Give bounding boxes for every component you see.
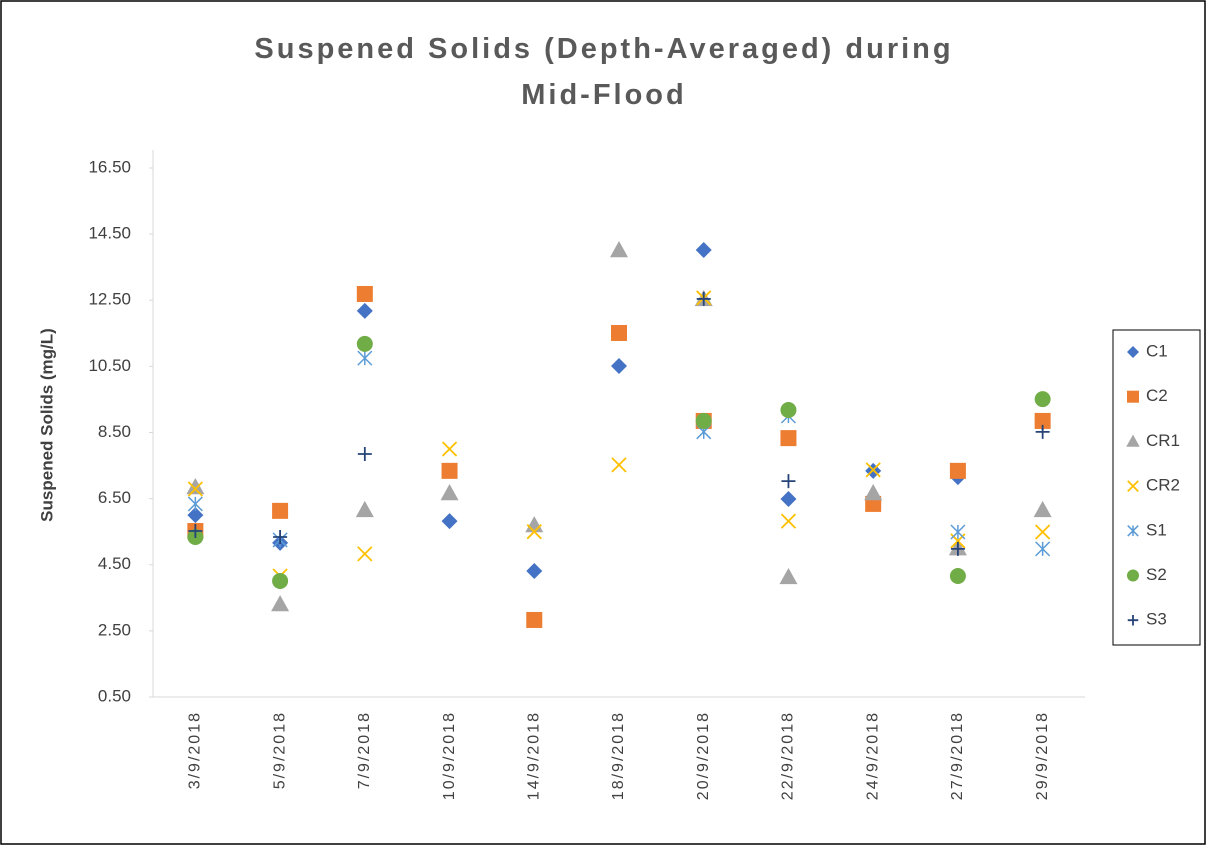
legend-marker [1127, 480, 1139, 492]
legend-marker [1126, 434, 1140, 447]
x-tick-label: 29/9/2018 [1034, 711, 1051, 800]
marker [780, 490, 797, 507]
legend-marker [1127, 569, 1139, 582]
marker [526, 524, 542, 540]
marker [441, 462, 458, 479]
y-tick-label: 4.50 [98, 554, 131, 573]
marker [356, 335, 373, 352]
legend-box [1112, 329, 1201, 646]
marker [526, 563, 543, 580]
y-tick-label: 6.50 [98, 488, 131, 507]
marker [271, 595, 290, 612]
marker [187, 481, 204, 497]
marker [610, 240, 628, 258]
marker [949, 567, 966, 584]
marker [780, 402, 797, 419]
x-tick-label: 3/9/2018 [187, 711, 204, 789]
marker [780, 430, 797, 447]
marker [441, 513, 458, 530]
marker [188, 524, 203, 539]
legend-marker [1127, 346, 1139, 358]
marker [949, 462, 966, 479]
y-tick-label: 16.50 [88, 157, 131, 176]
x-tick-label: 22/9/2018 [780, 711, 797, 800]
legend-marker [1127, 390, 1139, 403]
y-tick-label: 2.50 [98, 620, 131, 639]
marker [187, 507, 204, 524]
y-tick-label: 14.50 [88, 224, 131, 243]
marker [611, 324, 627, 341]
marker [440, 484, 459, 501]
legend-label: CR2 [1146, 476, 1180, 495]
marker [526, 611, 543, 628]
x-tick-label: 7/9/2018 [356, 711, 373, 789]
marker [1035, 541, 1051, 557]
marker [1035, 424, 1050, 439]
marker [864, 484, 883, 501]
y-axis-label: Suspened Solids (mg/L) [37, 328, 56, 522]
marker [356, 302, 373, 319]
marker [950, 524, 966, 540]
marker [273, 529, 288, 544]
legend-marker [1127, 614, 1139, 626]
marker [357, 546, 373, 562]
x-tick-label: 10/9/2018 [441, 711, 458, 800]
marker [1033, 500, 1052, 518]
legend-label: C1 [1146, 341, 1168, 360]
legend-label: S2 [1146, 565, 1167, 584]
chart-title: Suspened Solids (Depth-Averaged) during … [254, 33, 954, 111]
x-tick-label: 5/9/2018 [271, 711, 288, 789]
y-tick-label: 0.50 [98, 686, 131, 705]
marker [272, 572, 289, 589]
marker [779, 567, 798, 585]
legend-label: C2 [1146, 386, 1168, 405]
x-tick-label: 27/9/2018 [949, 711, 966, 800]
x-tick-label: 14/9/2018 [525, 711, 542, 800]
marker [1035, 524, 1051, 540]
marker [781, 474, 796, 489]
marker [356, 285, 373, 302]
marker [441, 441, 458, 457]
marker [1034, 412, 1051, 429]
marker [611, 457, 627, 473]
legend-marker [1127, 525, 1139, 537]
marker [357, 350, 373, 366]
legend-label: S1 [1146, 520, 1167, 539]
y-tick-label: 10.50 [88, 356, 131, 375]
marker [1034, 391, 1051, 408]
x-tick-label: 18/9/2018 [610, 711, 627, 800]
x-tick-label: 20/9/2018 [695, 711, 712, 800]
y-tick-label: 8.50 [98, 422, 131, 441]
marker [272, 502, 289, 519]
marker [695, 241, 712, 258]
marker [695, 412, 712, 429]
marker [187, 496, 203, 512]
marker [357, 446, 372, 461]
marker [950, 541, 965, 556]
marker [611, 358, 627, 375]
marker [355, 500, 374, 518]
legend-label: CR1 [1146, 431, 1180, 450]
legend-label: S3 [1146, 610, 1167, 629]
y-tick-label: 12.50 [88, 290, 131, 309]
marker [696, 291, 711, 306]
marker [865, 462, 881, 478]
marker [186, 478, 205, 495]
marker [780, 513, 797, 529]
x-tick-label: 24/9/2018 [864, 711, 881, 800]
